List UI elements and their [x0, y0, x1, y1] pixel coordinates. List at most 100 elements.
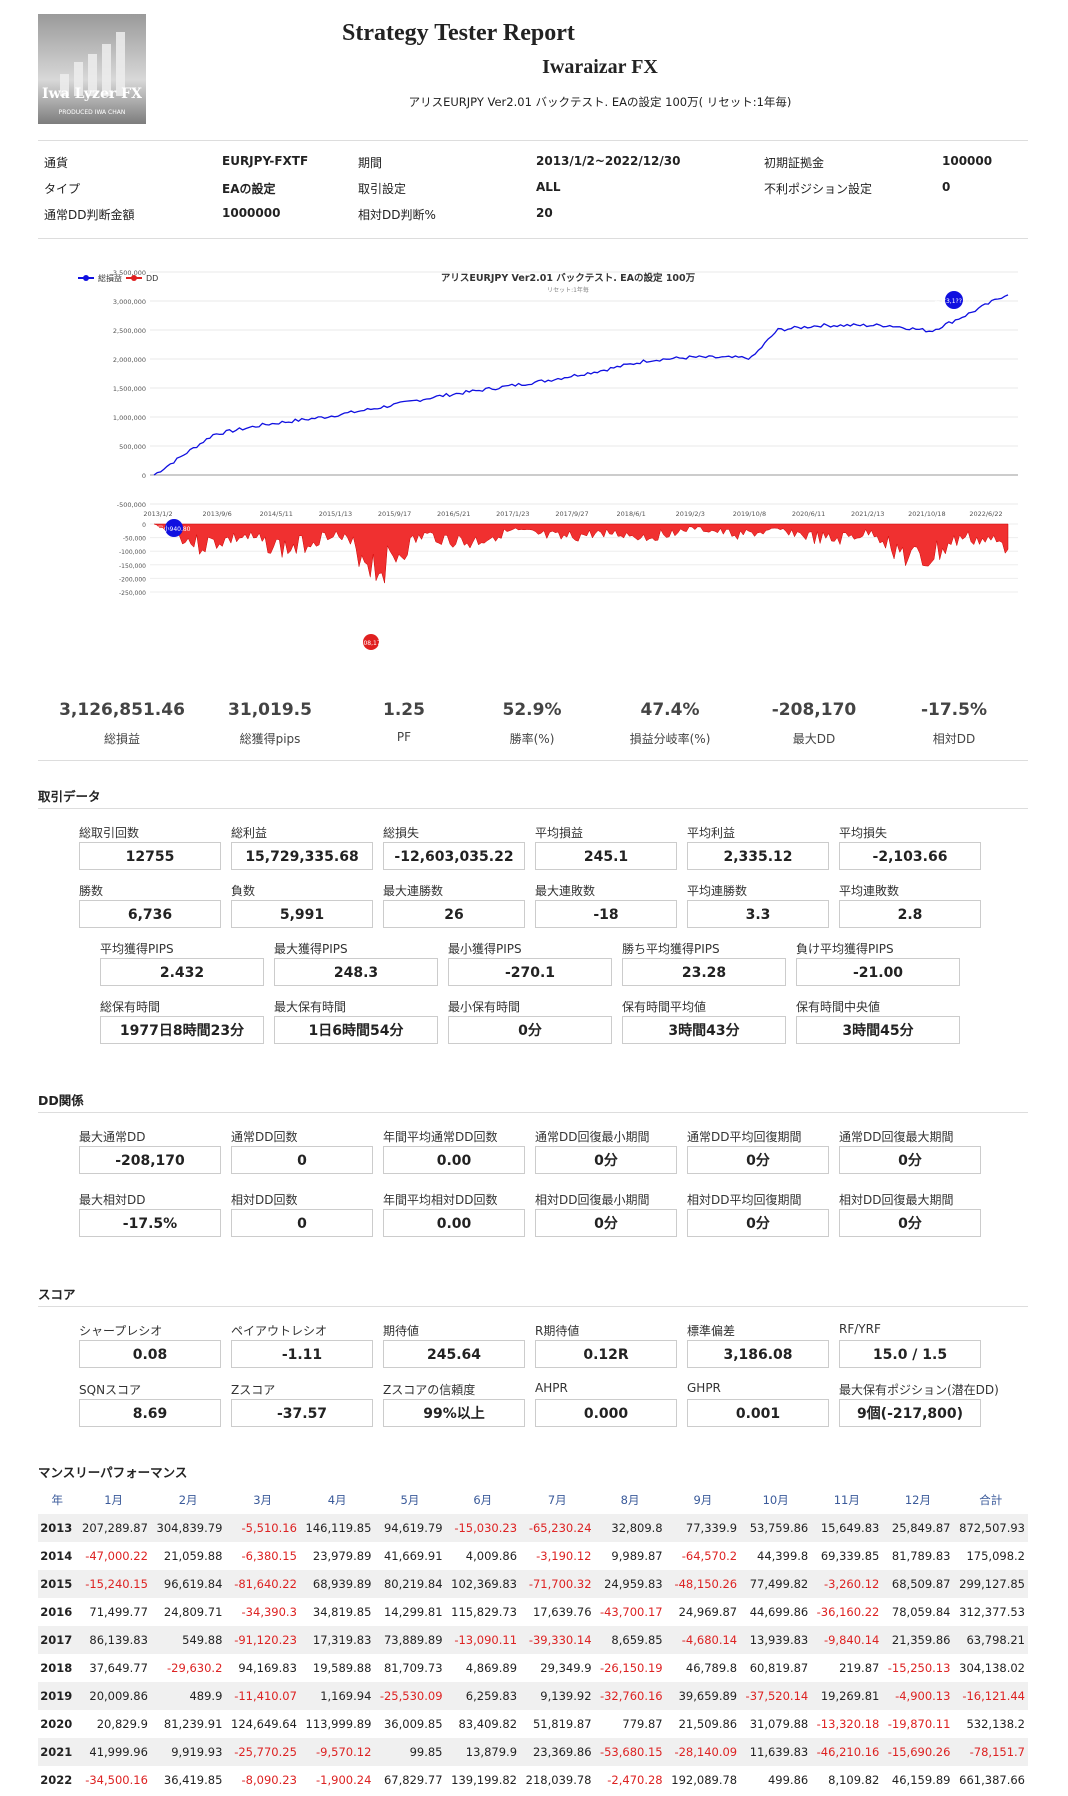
month-value-cell: 124,649.64	[231, 1717, 297, 1731]
info-value-initial-margin: 100000	[942, 154, 993, 168]
month-value-cell: 872,507.93	[953, 1514, 1028, 1542]
dd-tick-label: -250,000	[119, 590, 146, 597]
score-label: RF/YRF	[839, 1322, 881, 1336]
month-value-cell: 60,819.87	[749, 1661, 809, 1675]
month-value-cell: 113,999.89	[305, 1717, 372, 1731]
dd-min-marker: -208,170	[358, 634, 385, 650]
trade-label: 平均損失	[839, 826, 888, 840]
month-value-cell: 71,499.77	[89, 1605, 148, 1619]
x-tick-label: 2013/1/2	[143, 510, 172, 518]
year-cell: 2015	[38, 1570, 77, 1598]
dd-tick-label: 0	[142, 522, 146, 529]
chart-subtitle: リセット:1年毎	[547, 286, 589, 294]
month-value-cell: -46,210.16	[811, 1738, 883, 1766]
divider	[38, 140, 1028, 141]
score-value: 9個(-217,800)	[839, 1399, 981, 1427]
trade-value: 2,335.12	[687, 842, 829, 870]
year-cell: 2019	[38, 1682, 77, 1710]
month-value-cell: 24,809.71	[163, 1605, 223, 1619]
month-value-cell: -53,680.15	[594, 1738, 666, 1766]
dd-tick-label: -50,000	[123, 536, 146, 543]
month-value-cell: 4,009.86	[465, 1549, 518, 1563]
trade-cell: 平均損益 245.1	[535, 824, 677, 870]
month-value-cell: 78,059.84	[891, 1605, 951, 1619]
month-value-cell: -25,770.25	[225, 1738, 300, 1766]
month-value-cell: -26,150.19	[599, 1661, 663, 1675]
month-value-cell: 146,119.85	[299, 1514, 375, 1542]
trade-cell: 最小獲得PIPS -270.1	[448, 940, 612, 986]
month-value-cell: -15,240.15	[76, 1570, 151, 1598]
score-cell: 最大保有ポジション(潜在DD) 9個(-217,800)	[839, 1381, 999, 1427]
month-value-cell: -47,000.22	[85, 1549, 148, 1563]
info-label-trade-setting: 取引設定	[358, 182, 407, 196]
month-value-cell: 304,138.02	[959, 1661, 1025, 1675]
info-label-initial-margin: 初期証拠金	[764, 156, 825, 170]
month-value-cell: -48,150.26	[665, 1570, 741, 1598]
trade-cell: 総損失 -12,603,035.22	[383, 824, 525, 870]
score-cell: 期待値 245.64	[383, 1322, 525, 1368]
score-label: GHPR	[687, 1381, 721, 1395]
score-label: Zスコア	[231, 1383, 276, 1397]
month-value-cell: -34,390.3	[241, 1605, 297, 1619]
chart-legend: 総損益 DD	[78, 273, 158, 283]
divider	[38, 1306, 1028, 1307]
month-value-cell: -4,680.14	[665, 1626, 741, 1654]
month-value-cell: 102,369.83	[445, 1570, 521, 1598]
trade-value: 245.1	[535, 842, 677, 870]
trade-value: 15,729,335.68	[231, 842, 373, 870]
month-value-cell: 99.85	[374, 1738, 446, 1766]
month-value-cell: 81,789.83	[891, 1549, 951, 1563]
x-axis: 2013/1/2 2013/9/6 2014/5/11 2015/1/13 2015/9…	[143, 510, 1002, 518]
month-value-cell: 489.9	[150, 1682, 226, 1710]
dd-value: 0分	[535, 1209, 677, 1237]
trade-cell: 総取引回数 12755	[79, 824, 221, 870]
dd-tick-label: -200,000	[119, 576, 146, 583]
month-value-cell: -43,700.17	[599, 1605, 663, 1619]
trade-cell: 負け平均獲得PIPS -21.00	[796, 940, 960, 986]
month-value-cell: 51,819.87	[532, 1717, 592, 1731]
month-value-cell: 24,969.87	[678, 1605, 738, 1619]
month-value-cell: 4,869.89	[465, 1661, 518, 1675]
month-value-cell: 1,169.94	[299, 1682, 375, 1710]
info-label-dd-amount: 通常DD判断金額	[44, 208, 135, 222]
month-value-cell: -15,250.13	[887, 1661, 951, 1675]
month-value-cell: -8,090.23	[241, 1773, 297, 1787]
month-value-cell: -9,570.12	[299, 1738, 375, 1766]
month-value-cell: -64,570.2	[681, 1549, 738, 1563]
month-value-cell: 11,639.83	[740, 1738, 812, 1766]
score-label: R期待値	[535, 1324, 580, 1338]
month-value-cell: 94,169.83	[238, 1661, 297, 1675]
month-value-cell: -1,900.24	[316, 1773, 372, 1787]
trade-cell: 最小保有時間 0分	[448, 998, 612, 1044]
table-row: 2022 -34,500.16 36,419.85 -8,090.23 -1,900.2…	[38, 1766, 1028, 1794]
score-label: 最大保有ポジション(潜在DD)	[839, 1383, 999, 1397]
month-value-cell: 80,219.84	[374, 1570, 446, 1598]
month-value-cell: 46,159.89	[891, 1773, 951, 1787]
trade-label: 総取引回数	[79, 826, 140, 840]
dd-value: 0分	[687, 1146, 829, 1174]
month-value-cell: -15,030.23	[445, 1514, 521, 1542]
month-value-cell: -37,520.14	[740, 1682, 812, 1710]
trade-value: 1日6時間54分	[274, 1016, 438, 1044]
logo-graphic-icon	[60, 32, 125, 96]
month-value-cell: 68,939.89	[299, 1570, 375, 1598]
month-value-cell: 20,829.9	[96, 1717, 148, 1731]
dd-cell: 年間平均通常DD回数 0.00	[383, 1128, 525, 1174]
dd-value: 0分	[839, 1146, 981, 1174]
trade-label: 保有時間平均値	[622, 1000, 707, 1014]
trade-value: 12755	[79, 842, 221, 870]
month-value-cell: 24,959.83	[594, 1570, 666, 1598]
logo: Iwa Lyzer FX PRODUCED IWA CHAN	[38, 14, 146, 124]
trade-label: 最小保有時間	[448, 1000, 521, 1014]
legend-dd: DD	[146, 274, 158, 283]
month-value-cell: -71,700.32	[520, 1570, 595, 1598]
table-header-cell: 6月	[473, 1493, 493, 1507]
dd-label: 通常DD回復最小期間	[535, 1130, 650, 1144]
legend-profit: 総損益	[98, 273, 122, 283]
month-value-cell: -11,410.07	[225, 1682, 300, 1710]
x-tick-label: 2019/2/3	[676, 510, 705, 518]
y-tick-label: 1,500,000	[113, 385, 146, 393]
score-value: 0.12R	[535, 1340, 677, 1368]
trade-label: 最小獲得PIPS	[448, 942, 522, 956]
month-value-cell: -36,160.22	[816, 1605, 880, 1619]
